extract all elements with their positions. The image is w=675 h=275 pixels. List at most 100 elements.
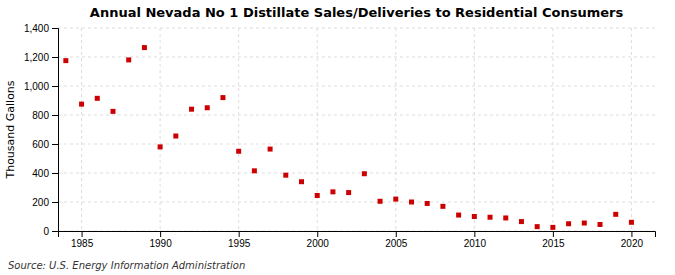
- tick: 2015: [542, 231, 565, 249]
- tick: 200: [32, 197, 58, 208]
- tick-label: 2000: [307, 238, 330, 249]
- grid-line: [317, 28, 318, 231]
- tick: 600: [32, 139, 58, 150]
- tick-mark: [631, 231, 632, 237]
- grid-line: [58, 144, 655, 145]
- tick-mark: [553, 231, 554, 237]
- point: [535, 224, 540, 229]
- point: [503, 215, 508, 220]
- tick: 1,000: [24, 81, 58, 92]
- point: [268, 147, 273, 152]
- point: [220, 95, 225, 100]
- grid-line: [474, 28, 475, 231]
- grid-line: [552, 28, 553, 231]
- axis-line: [59, 232, 656, 238]
- tick-mark: [52, 115, 58, 116]
- point: [488, 215, 493, 220]
- tick-mark: [52, 202, 58, 203]
- point: [393, 197, 398, 202]
- grid-line: [238, 28, 239, 231]
- point: [613, 212, 618, 217]
- tick-mark: [52, 57, 58, 58]
- point: [299, 179, 304, 184]
- source: Source: U.S. Energy Information Administ…: [8, 260, 245, 271]
- grid-line: [81, 28, 82, 231]
- point: [629, 220, 634, 225]
- grid-line: [58, 173, 655, 174]
- tick-label: 0: [43, 226, 49, 237]
- tick-mark: [160, 231, 161, 237]
- point: [330, 189, 335, 194]
- tick: 2005: [385, 231, 408, 249]
- points: [63, 45, 634, 230]
- grid-line: [58, 115, 655, 116]
- tick: 1,400: [24, 23, 58, 34]
- point: [110, 109, 115, 114]
- tick-label: 2010: [464, 238, 487, 249]
- tick-mark: [52, 173, 58, 174]
- grid-line: [58, 28, 655, 29]
- plot: 1985 1990 1995 2000 2005 2010 2015 2020 0 200 400 6…: [24, 23, 656, 249]
- tick-label: 800: [32, 110, 49, 121]
- tick-mark: [82, 231, 83, 237]
- point: [142, 45, 147, 50]
- point: [378, 199, 383, 204]
- tick-mark: [52, 28, 58, 29]
- tick-label: 200: [32, 197, 49, 208]
- tick-label: 2005: [385, 238, 408, 249]
- grid-line: [58, 57, 655, 58]
- tick: 1995: [228, 231, 251, 249]
- tick-mark: [52, 86, 58, 87]
- tick-label: 1985: [71, 238, 94, 249]
- tick-mark: [239, 231, 240, 237]
- point: [79, 102, 84, 107]
- point: [126, 57, 131, 62]
- point: [582, 221, 587, 226]
- grid: [58, 28, 655, 231]
- tick-label: 400: [32, 168, 49, 179]
- tick: 2010: [464, 231, 487, 249]
- point: [519, 219, 524, 224]
- chart: 1985 1990 1995 2000 2005 2010 2015 2020 0 200 400 6…: [0, 0, 675, 275]
- tick-label: 600: [32, 139, 49, 150]
- point: [440, 204, 445, 209]
- tick-label: 1990: [149, 238, 172, 249]
- point: [63, 58, 68, 63]
- point: [189, 107, 194, 112]
- point: [566, 221, 571, 226]
- grid-line: [58, 202, 655, 203]
- tick-label: 2020: [621, 238, 644, 249]
- axis-line: [52, 29, 59, 232]
- point: [236, 149, 241, 154]
- point: [173, 134, 178, 139]
- tick-label: 1,000: [24, 81, 49, 92]
- grid-line: [160, 28, 161, 231]
- tick: 400: [32, 168, 58, 179]
- tick: 2020: [621, 231, 644, 249]
- tick: 1985: [71, 231, 94, 249]
- title: Annual Nevada No 1 Distillate Sales/Deli…: [90, 5, 624, 20]
- tick-label: 2015: [542, 238, 565, 249]
- tick-mark: [317, 231, 318, 237]
- tick-mark: [396, 231, 397, 237]
- point: [409, 200, 414, 205]
- tick: 800: [32, 110, 58, 121]
- point: [346, 190, 351, 195]
- tick: 0: [43, 226, 58, 237]
- point: [95, 96, 100, 101]
- point: [472, 214, 477, 219]
- tick-label: 1,200: [24, 52, 49, 63]
- point: [205, 105, 210, 110]
- point: [158, 144, 163, 149]
- point: [550, 225, 555, 230]
- tick-label: 1995: [228, 238, 251, 249]
- tick-mark: [474, 231, 475, 237]
- point: [425, 201, 430, 206]
- point: [315, 193, 320, 198]
- point: [456, 213, 461, 218]
- point: [598, 222, 603, 227]
- tick-mark: [52, 144, 58, 145]
- grid-line: [58, 86, 655, 87]
- tick: 1990: [149, 231, 172, 249]
- point: [362, 171, 367, 176]
